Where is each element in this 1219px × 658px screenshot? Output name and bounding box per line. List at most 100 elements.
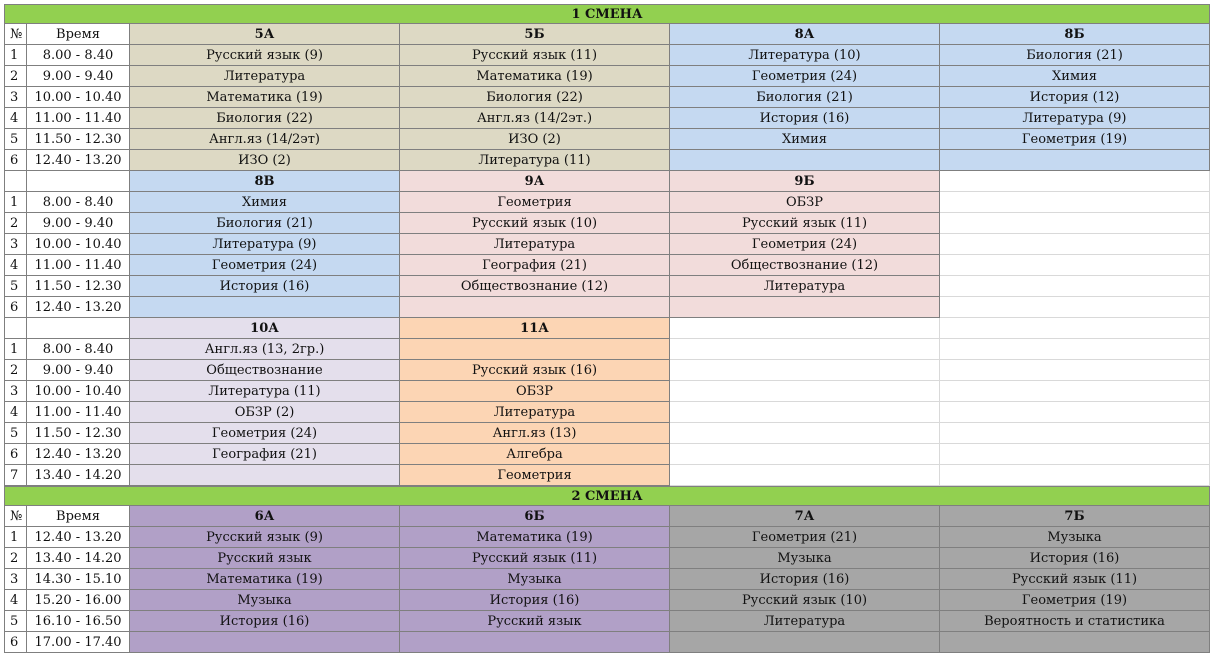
lesson: Математика (19)	[130, 569, 400, 590]
number-header: №	[4, 24, 27, 45]
lesson: Музыка	[670, 548, 940, 569]
period-number: 3	[4, 569, 27, 590]
lesson	[130, 632, 400, 653]
lesson: Литература	[400, 234, 670, 255]
lesson: Литература (9)	[940, 108, 1210, 129]
lesson: История (16)	[940, 548, 1210, 569]
period-time: 9.00 - 9.40	[27, 213, 130, 234]
period-time: 11.00 - 11.40	[27, 108, 130, 129]
lesson: Биология (22)	[130, 108, 400, 129]
lesson: Химия	[130, 192, 400, 213]
period-time: 17.00 - 17.40	[27, 632, 130, 653]
lesson: Обществознание	[130, 360, 400, 381]
period-number: 3	[4, 87, 27, 108]
lesson: Вероятность и статистика	[940, 611, 1210, 632]
lesson: Литература	[400, 402, 670, 423]
class-header: 8А	[670, 24, 940, 45]
lesson: Литература (11)	[130, 381, 400, 402]
lesson: Литература (9)	[130, 234, 400, 255]
lesson: Русский язык (9)	[130, 527, 400, 548]
blank-cell	[940, 213, 1210, 234]
class-header: 8В	[130, 171, 400, 192]
lesson: ИЗО (2)	[400, 129, 670, 150]
period-time: 9.00 - 9.40	[27, 66, 130, 87]
lesson	[400, 297, 670, 318]
blank-cell	[670, 465, 940, 486]
period-number: 3	[4, 381, 27, 402]
lesson: Литература (11)	[400, 150, 670, 171]
period-time: 12.40 - 13.20	[27, 527, 130, 548]
lesson: ОБЗР	[670, 192, 940, 213]
blank-cell	[4, 318, 27, 339]
lesson: Литература	[670, 276, 940, 297]
period-number: 7	[4, 465, 27, 486]
blank-cell	[940, 423, 1210, 444]
blank-cell	[940, 381, 1210, 402]
lesson: Геометрия (19)	[940, 129, 1210, 150]
lesson: История (16)	[130, 611, 400, 632]
period-time: 13.40 - 14.20	[27, 548, 130, 569]
blank-cell	[940, 234, 1210, 255]
blank-cell	[27, 171, 130, 192]
lesson	[130, 465, 400, 486]
class-header: 6Б	[400, 506, 670, 527]
period-number: 6	[4, 444, 27, 465]
lesson: Математика (19)	[400, 66, 670, 87]
class-header: 7Б	[940, 506, 1210, 527]
lesson: Музыка	[400, 569, 670, 590]
period-number: 2	[4, 66, 27, 87]
blank-cell	[670, 360, 940, 381]
period-time: 11.50 - 12.30	[27, 129, 130, 150]
blank-cell	[670, 318, 940, 339]
lesson: ОБЗР	[400, 381, 670, 402]
blank-cell	[27, 318, 130, 339]
period-time: 14.30 - 15.10	[27, 569, 130, 590]
lesson	[400, 632, 670, 653]
lesson: География (21)	[130, 444, 400, 465]
lesson: Литература (10)	[670, 45, 940, 66]
lesson: Геометрия (21)	[670, 527, 940, 548]
lesson: Англ.яз (13)	[400, 423, 670, 444]
period-number: 4	[4, 402, 27, 423]
period-number: 5	[4, 611, 27, 632]
lesson: Русский язык (9)	[130, 45, 400, 66]
time-header: Время	[27, 506, 130, 527]
blank-cell	[4, 171, 27, 192]
lesson: Геометрия (19)	[940, 590, 1210, 611]
blank-cell	[940, 255, 1210, 276]
class-header: 9А	[400, 171, 670, 192]
lesson: Русский язык (11)	[400, 45, 670, 66]
period-time: 11.00 - 11.40	[27, 402, 130, 423]
lesson	[130, 297, 400, 318]
period-number: 4	[4, 590, 27, 611]
period-time: 8.00 - 8.40	[27, 339, 130, 360]
lesson: География (21)	[400, 255, 670, 276]
lesson: Алгебра	[400, 444, 670, 465]
blank-cell	[940, 402, 1210, 423]
lesson: Биология (22)	[400, 87, 670, 108]
period-time: 10.00 - 10.40	[27, 381, 130, 402]
lesson: Англ.яз (14/2эт)	[130, 129, 400, 150]
time-header: Время	[27, 24, 130, 45]
period-number: 5	[4, 129, 27, 150]
lesson: Биология (21)	[940, 45, 1210, 66]
lesson: Математика (19)	[130, 87, 400, 108]
lesson: Геометрия (24)	[130, 255, 400, 276]
lesson: История (12)	[940, 87, 1210, 108]
blank-cell	[670, 381, 940, 402]
period-time: 16.10 - 16.50	[27, 611, 130, 632]
period-time: 12.40 - 13.20	[27, 444, 130, 465]
period-time: 11.00 - 11.40	[27, 255, 130, 276]
lesson: Русский язык	[400, 611, 670, 632]
period-number: 6	[4, 297, 27, 318]
lesson: Русский язык (10)	[670, 590, 940, 611]
period-number: 1	[4, 527, 27, 548]
class-header: 6А	[130, 506, 400, 527]
lesson	[400, 339, 670, 360]
period-time: 8.00 - 8.40	[27, 192, 130, 213]
period-number: 1	[4, 192, 27, 213]
lesson: История (16)	[670, 108, 940, 129]
period-number: 3	[4, 234, 27, 255]
period-time: 12.40 - 13.20	[27, 297, 130, 318]
blank-cell	[670, 339, 940, 360]
